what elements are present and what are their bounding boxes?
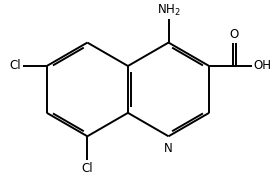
Text: O: O <box>229 28 239 41</box>
Text: Cl: Cl <box>82 162 93 175</box>
Text: N: N <box>164 142 173 155</box>
Text: NH$_2$: NH$_2$ <box>157 3 181 18</box>
Text: Cl: Cl <box>10 59 21 72</box>
Text: OH: OH <box>254 59 272 72</box>
